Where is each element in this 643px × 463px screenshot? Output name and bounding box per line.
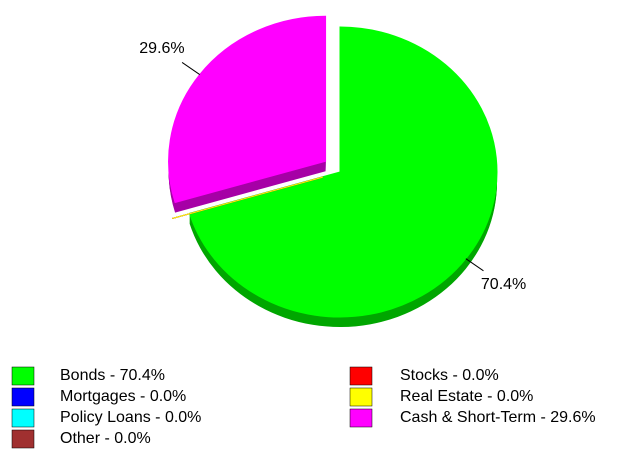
- slice: [172, 176, 323, 219]
- legend-label: Bonds - 70.4%: [60, 367, 165, 384]
- value-label: 70.4%: [481, 276, 526, 293]
- slice: [188, 26, 498, 318]
- legend-swatch: [11, 387, 35, 407]
- legend-swatch: [11, 429, 35, 449]
- legend-label: Other - 0.0%: [60, 430, 151, 447]
- legend-swatch: [349, 366, 373, 386]
- legend-label: Policy Loans - 0.0%: [60, 409, 201, 426]
- legend-swatch: [349, 408, 373, 428]
- legend-label: Stocks - 0.0%: [400, 367, 499, 384]
- legend-swatch: [349, 387, 373, 407]
- legend-label: Cash & Short-Term - 29.6%: [400, 409, 596, 426]
- legend-swatch: [11, 408, 35, 428]
- legend-swatch: [11, 366, 35, 386]
- leader-line: [465, 258, 484, 272]
- legend-label: Real Estate - 0.0%: [400, 388, 533, 405]
- leader-line: [181, 61, 201, 75]
- legend-label: Mortgages - 0.0%: [60, 388, 186, 405]
- value-label: 29.6%: [139, 40, 184, 57]
